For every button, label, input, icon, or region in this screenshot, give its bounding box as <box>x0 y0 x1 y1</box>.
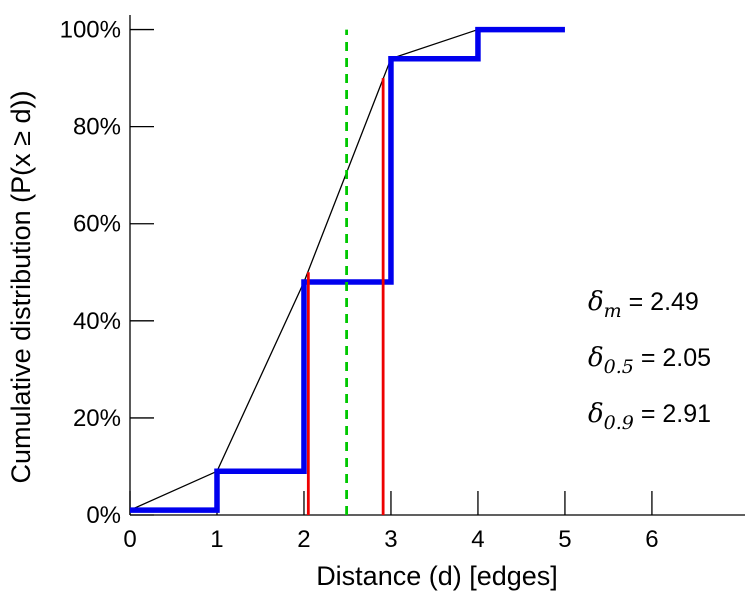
x-tick-label: 6 <box>645 526 658 553</box>
median-subscript: 0.5 <box>604 356 634 378</box>
x-axis-label: Distance (d) [edges] <box>316 561 558 591</box>
delta-symbol: δ <box>588 287 604 317</box>
empirical-cdf-step <box>130 26 565 513</box>
mean-annotation: δm = 2.49 <box>588 287 699 322</box>
p90-subscript: 0.9 <box>604 412 634 434</box>
mean-value: = 2.49 <box>622 288 699 316</box>
median-value: = 2.05 <box>634 344 711 372</box>
y-tick-label: 80% <box>73 114 121 141</box>
stats-annotations: δm = 2.49 δ0.5 = 2.05 δ0.9 = 2.91 <box>588 287 711 434</box>
plot-layer: 0 1 2 3 4 5 60%20%40%60%80%100% <box>60 15 745 553</box>
y-axis-label: Cumulative distribution (P(x ≥ d)) <box>6 91 36 484</box>
y-tick-label: 0% <box>86 502 121 529</box>
p90-annotation: δ0.9 = 2.91 <box>588 399 711 434</box>
x-tick-label: 5 <box>558 526 571 553</box>
x-tick-label: 2 <box>297 526 310 553</box>
x-tick-label: 4 <box>471 526 484 553</box>
delta-symbol: δ <box>588 343 604 373</box>
x-tick-label: 0 <box>123 526 136 553</box>
delta-symbol: δ <box>588 399 604 429</box>
y-tick-label: 100% <box>60 17 121 44</box>
x-tick-label: 1 <box>210 526 223 553</box>
y-tick-label: 40% <box>73 308 121 335</box>
median-annotation: δ0.5 = 2.05 <box>588 343 711 378</box>
x-tick-label: 3 <box>384 526 397 553</box>
p90-value: = 2.91 <box>634 400 711 428</box>
mean-subscript: m <box>604 300 622 322</box>
y-tick-label: 60% <box>73 211 121 238</box>
y-tick-label: 20% <box>73 405 121 432</box>
